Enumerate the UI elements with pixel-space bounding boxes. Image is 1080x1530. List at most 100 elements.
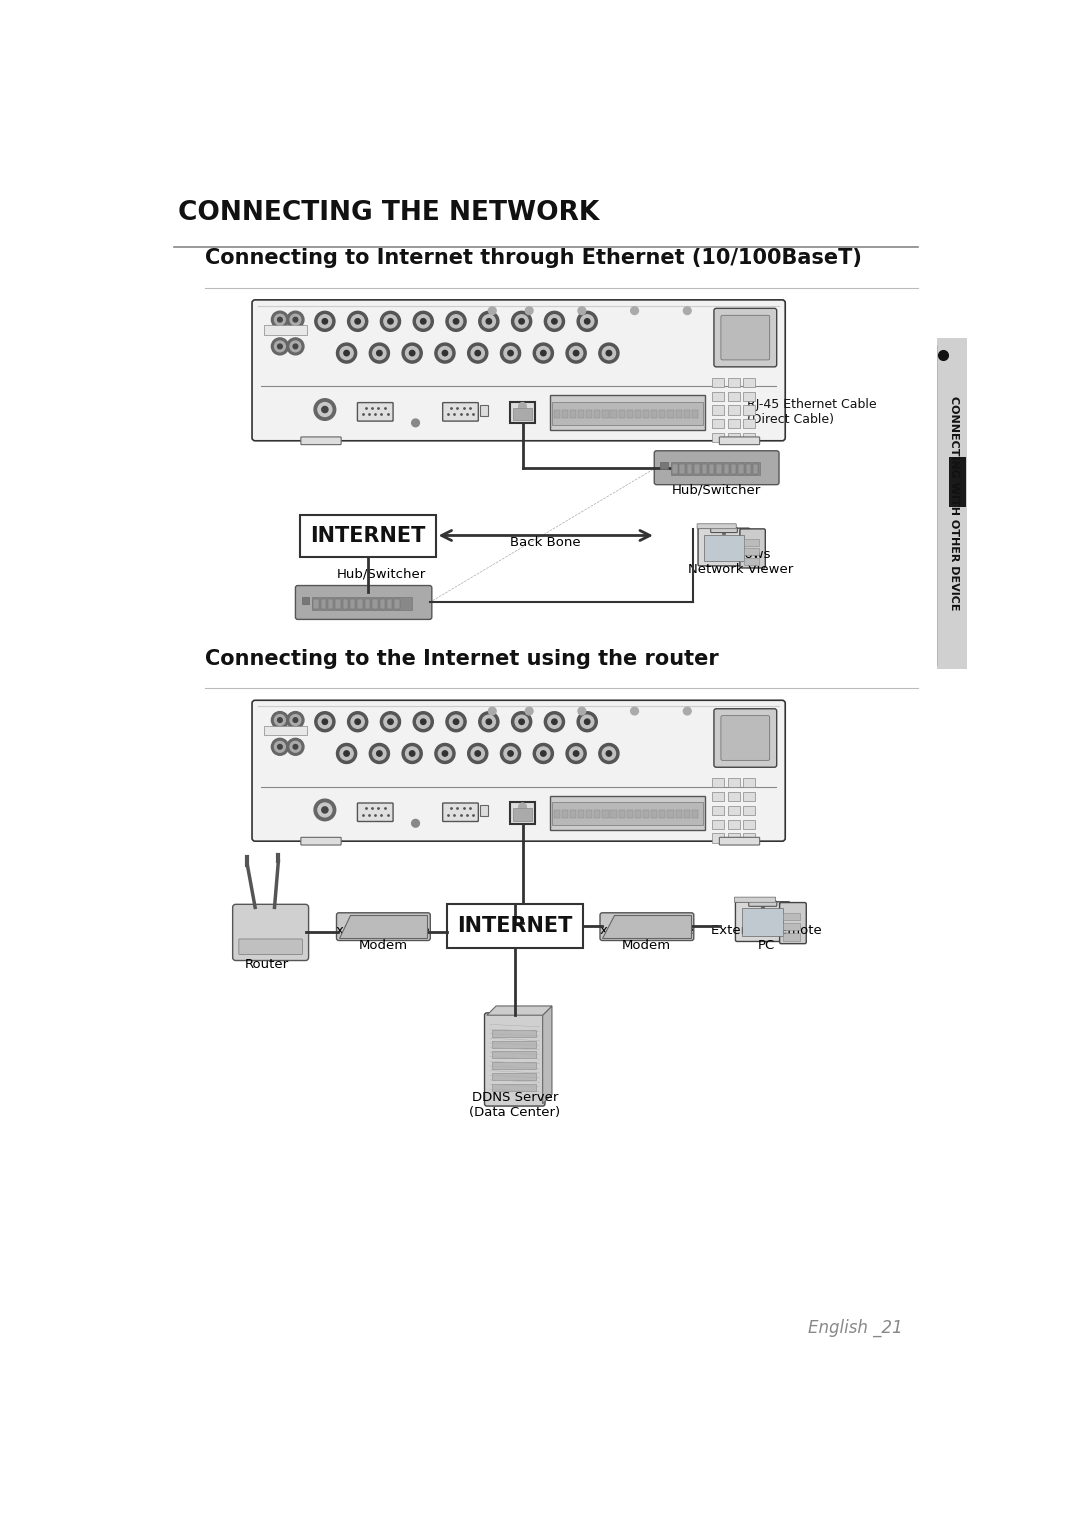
FancyBboxPatch shape [739, 464, 744, 474]
FancyBboxPatch shape [708, 464, 714, 474]
FancyBboxPatch shape [651, 410, 658, 418]
Circle shape [442, 751, 448, 756]
Circle shape [417, 715, 430, 728]
Circle shape [584, 719, 590, 724]
FancyBboxPatch shape [743, 433, 755, 442]
FancyBboxPatch shape [735, 901, 791, 941]
Circle shape [287, 739, 303, 756]
Circle shape [478, 711, 499, 731]
FancyBboxPatch shape [491, 1030, 537, 1037]
Circle shape [314, 311, 335, 332]
FancyBboxPatch shape [513, 808, 531, 820]
Circle shape [388, 719, 393, 724]
FancyBboxPatch shape [313, 598, 319, 609]
FancyBboxPatch shape [743, 558, 759, 565]
FancyBboxPatch shape [713, 793, 724, 802]
Circle shape [406, 346, 419, 360]
FancyBboxPatch shape [491, 1040, 537, 1048]
Circle shape [420, 719, 426, 724]
Circle shape [319, 315, 332, 327]
FancyBboxPatch shape [734, 897, 775, 903]
Circle shape [318, 803, 332, 817]
Circle shape [471, 747, 484, 760]
Circle shape [373, 747, 386, 760]
Circle shape [314, 399, 336, 421]
FancyBboxPatch shape [365, 598, 370, 609]
Text: Router: Router [245, 958, 288, 972]
FancyBboxPatch shape [659, 811, 665, 819]
Circle shape [552, 719, 557, 724]
FancyBboxPatch shape [626, 410, 633, 418]
Circle shape [348, 711, 368, 731]
FancyBboxPatch shape [594, 811, 600, 819]
Text: Back Bone: Back Bone [511, 537, 581, 549]
FancyBboxPatch shape [635, 410, 642, 418]
FancyBboxPatch shape [554, 811, 559, 819]
Circle shape [380, 711, 401, 731]
Text: INTERNET: INTERNET [457, 916, 572, 936]
FancyBboxPatch shape [513, 409, 531, 421]
Circle shape [287, 338, 303, 355]
FancyBboxPatch shape [728, 834, 740, 843]
FancyBboxPatch shape [728, 392, 740, 401]
Circle shape [377, 350, 382, 356]
Circle shape [291, 742, 301, 753]
Circle shape [337, 744, 356, 763]
Circle shape [454, 318, 459, 324]
Circle shape [438, 346, 451, 360]
FancyBboxPatch shape [728, 820, 740, 829]
FancyBboxPatch shape [510, 802, 535, 823]
Circle shape [411, 820, 419, 828]
FancyBboxPatch shape [692, 410, 698, 418]
Circle shape [515, 715, 528, 728]
Circle shape [603, 747, 616, 760]
Text: xDSL or Cable
Modem: xDSL or Cable Modem [336, 924, 430, 952]
Circle shape [534, 744, 553, 763]
FancyBboxPatch shape [719, 438, 759, 445]
FancyBboxPatch shape [586, 811, 592, 819]
Circle shape [486, 318, 491, 324]
FancyBboxPatch shape [594, 410, 600, 418]
Circle shape [573, 350, 579, 356]
Circle shape [278, 317, 282, 321]
FancyBboxPatch shape [485, 1013, 545, 1106]
FancyBboxPatch shape [743, 793, 755, 802]
Circle shape [573, 751, 579, 756]
FancyBboxPatch shape [635, 811, 642, 819]
FancyBboxPatch shape [586, 410, 592, 418]
FancyBboxPatch shape [321, 598, 326, 609]
Circle shape [291, 341, 301, 352]
Circle shape [271, 739, 288, 756]
FancyBboxPatch shape [783, 933, 799, 941]
Circle shape [314, 799, 336, 820]
FancyBboxPatch shape [667, 410, 674, 418]
FancyBboxPatch shape [619, 410, 625, 418]
FancyBboxPatch shape [937, 338, 967, 669]
FancyBboxPatch shape [713, 419, 724, 428]
FancyBboxPatch shape [745, 464, 751, 474]
Circle shape [411, 419, 419, 427]
Circle shape [515, 315, 528, 327]
FancyBboxPatch shape [713, 806, 724, 815]
FancyBboxPatch shape [328, 598, 334, 609]
Circle shape [438, 747, 451, 760]
Circle shape [287, 311, 303, 327]
Polygon shape [339, 915, 428, 938]
FancyBboxPatch shape [728, 793, 740, 802]
Circle shape [684, 308, 691, 315]
Circle shape [271, 711, 288, 728]
Circle shape [504, 747, 517, 760]
Text: INTERNET: INTERNET [310, 526, 426, 546]
FancyBboxPatch shape [728, 405, 740, 415]
FancyBboxPatch shape [301, 597, 309, 604]
FancyBboxPatch shape [743, 378, 755, 387]
Circle shape [322, 318, 327, 324]
FancyBboxPatch shape [694, 464, 700, 474]
Circle shape [486, 719, 491, 724]
Circle shape [577, 311, 597, 332]
Circle shape [293, 317, 298, 321]
FancyBboxPatch shape [687, 464, 692, 474]
Circle shape [373, 346, 386, 360]
FancyBboxPatch shape [603, 410, 608, 418]
Circle shape [471, 346, 484, 360]
